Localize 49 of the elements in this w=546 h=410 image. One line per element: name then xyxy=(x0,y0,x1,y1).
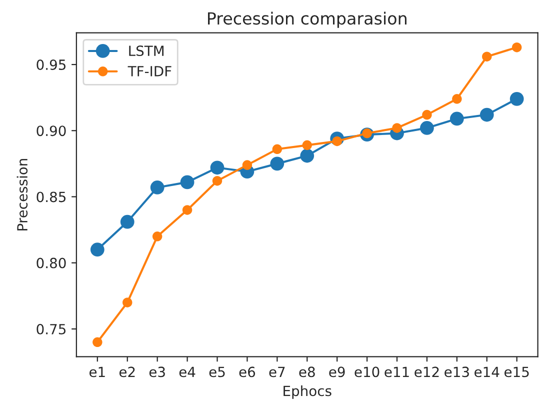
x-tick-label: e9 xyxy=(329,366,345,378)
point xyxy=(302,140,312,150)
y-axis-title: Precession xyxy=(16,158,28,230)
x-tick-label: e10 xyxy=(354,366,380,378)
point xyxy=(420,121,434,135)
x-tick-label: e3 xyxy=(149,366,165,378)
point xyxy=(392,123,402,133)
point xyxy=(92,337,102,348)
point xyxy=(122,298,132,308)
point xyxy=(450,112,464,126)
y-tick-label: 0.80 xyxy=(36,258,66,268)
point xyxy=(510,92,524,106)
point xyxy=(210,160,224,175)
point xyxy=(272,144,282,154)
x-tick-label: e8 xyxy=(299,366,315,378)
x-tick-label: e4 xyxy=(179,366,196,378)
point xyxy=(90,242,104,257)
point xyxy=(480,108,494,122)
x-tick-label: e12 xyxy=(414,366,439,378)
point xyxy=(152,232,162,242)
x-tick-label: e1 xyxy=(89,366,105,378)
point xyxy=(180,175,194,190)
x-tick-label: e11 xyxy=(384,366,409,378)
point xyxy=(512,42,522,52)
point xyxy=(120,214,134,229)
x-tick-label: e6 xyxy=(239,366,256,378)
y-tick-label: 0.90 xyxy=(36,126,66,136)
point xyxy=(150,180,164,194)
x-tick-label: e2 xyxy=(119,366,135,378)
x-axis-title: Ephocs xyxy=(284,385,332,399)
legend-label: TF-IDF xyxy=(128,66,172,76)
point xyxy=(212,176,222,186)
point xyxy=(300,148,314,163)
x-tick-label: e7 xyxy=(269,366,285,378)
point xyxy=(422,110,432,120)
y-tick-label: 0.85 xyxy=(36,192,66,202)
point xyxy=(452,94,462,104)
x-tick-label: e5 xyxy=(209,366,225,378)
point xyxy=(242,160,252,170)
point xyxy=(182,205,192,215)
chart-title: Precession comparasion xyxy=(208,12,406,28)
point xyxy=(482,52,492,62)
legend-label: LSTM xyxy=(129,46,164,56)
x-tick-label: e14 xyxy=(474,366,500,378)
x-tick-label: e13 xyxy=(444,366,469,378)
x-tick-label: e15 xyxy=(504,366,529,378)
point xyxy=(270,156,284,171)
y-tick-label: 0.95 xyxy=(36,60,66,70)
y-tick-label: 0.75 xyxy=(36,324,66,334)
